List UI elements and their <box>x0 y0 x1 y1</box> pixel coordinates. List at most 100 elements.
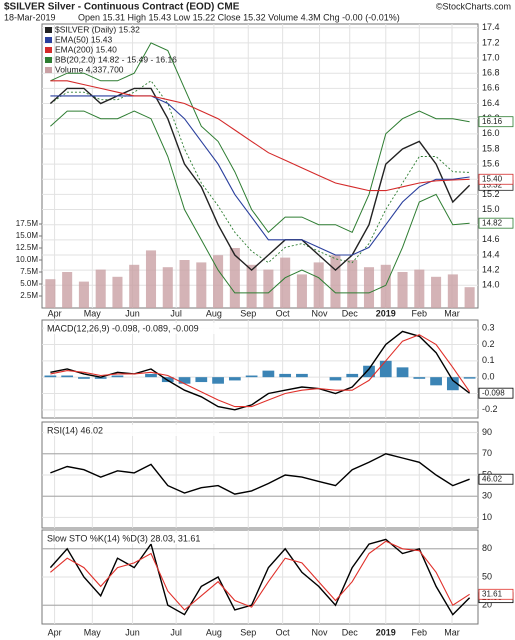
volume-bar <box>78 281 89 308</box>
x-tick-label: May <box>84 627 102 637</box>
volume-bar <box>414 269 425 308</box>
legend-label: Volume 4,337,700 <box>55 64 124 74</box>
y-tick-label: 0.1 <box>482 355 495 365</box>
y-tick-label: 17.2 <box>482 37 500 47</box>
panel-title: RSI(14) 46.02 <box>47 425 103 435</box>
volume-bar <box>431 276 442 308</box>
end-label: -0.098 <box>482 388 505 397</box>
x-tick-label: Mar <box>444 627 460 637</box>
macd-histogram-bar <box>346 373 359 378</box>
volume-bar <box>263 269 274 308</box>
volume-bar <box>179 260 190 308</box>
end-label: 14.82 <box>482 218 503 227</box>
volume-bar <box>145 250 157 308</box>
end-label-box <box>478 173 514 185</box>
indicator-line <box>50 80 470 192</box>
volume-bar <box>246 264 257 308</box>
date: 18-Mar-2019 <box>4 12 56 22</box>
y-tick-label: 0.3 <box>482 323 495 333</box>
x-tick-label: Sep <box>240 627 256 637</box>
volume-tick-label: 17.5M <box>16 219 39 228</box>
x-tick-label: Feb <box>412 308 428 318</box>
x-tick-label: May <box>84 308 102 318</box>
x-tick-label: Sep <box>240 308 256 318</box>
volume-bar <box>112 276 123 308</box>
macd-histogram-bar <box>195 377 208 383</box>
end-label-box <box>478 116 514 128</box>
x-tick-label: Dec <box>342 627 359 637</box>
macd-histogram-bar <box>430 377 442 386</box>
end-label-box <box>478 473 514 485</box>
volume-bar <box>95 269 106 308</box>
macd-histogram-bar <box>413 377 426 379</box>
y-tick-label: 16.8 <box>482 68 500 78</box>
y-tick-label: 16.6 <box>482 83 500 93</box>
y-tick-label: 17.0 <box>482 52 500 62</box>
primary-line <box>49 538 471 616</box>
x-tick-label: Jul <box>170 627 182 637</box>
y-tick-label: 0.2 <box>482 339 495 349</box>
volume-bar <box>397 272 408 308</box>
x-tick-label: Apr <box>48 308 62 318</box>
indicator-line <box>50 95 470 256</box>
volume-tick-label: 2.5M <box>20 291 38 300</box>
y-tick-label: 14.0 <box>482 280 500 290</box>
x-tick-label: Apr <box>48 627 62 637</box>
y-tick-label: 80 <box>482 543 492 553</box>
x-tick-label: Jun <box>125 627 140 637</box>
y-tick-label: 10 <box>482 512 492 522</box>
legend-swatch <box>45 37 52 43</box>
legend-label: EMA(50) 15.43 <box>55 34 112 44</box>
volume-tick-label: 10.0M <box>16 255 39 264</box>
y-tick-label: 16.0 <box>482 128 500 138</box>
x-tick-label: Dec <box>342 308 359 318</box>
y-tick-label: 50 <box>482 571 492 581</box>
x-tick-label: 2019 <box>376 627 396 637</box>
volume-tick-label: 15.0M <box>16 231 39 240</box>
macd-histogram-bar <box>296 373 308 378</box>
legend-label: $SILVER (Daily) 15.32 <box>55 24 140 34</box>
macd-histogram-bar <box>446 377 459 391</box>
volume-bar <box>280 257 291 308</box>
macd-histogram-bar <box>363 365 375 378</box>
x-tick-label: Jun <box>125 308 140 318</box>
macd-histogram-bar <box>329 377 342 381</box>
end-label-box <box>478 588 514 600</box>
end-label-box <box>478 387 514 399</box>
macd-histogram-bar <box>396 367 409 378</box>
volume-bar <box>296 274 307 308</box>
bollinger-lower <box>50 110 470 294</box>
legend-swatch <box>45 57 52 63</box>
legend-swatch <box>45 47 52 53</box>
volume-bar <box>380 264 391 308</box>
credit: ©StockCharts.com <box>436 1 511 11</box>
legend-label: EMA(200) 15.40 <box>55 44 117 54</box>
x-tick-label: Nov <box>312 308 329 318</box>
volume-bar <box>129 264 140 308</box>
y-tick-label: 14.4 <box>482 249 500 259</box>
macd-histogram-bar <box>44 375 57 378</box>
primary-line <box>50 330 471 411</box>
macd-histogram-bar <box>94 377 107 379</box>
macd-histogram-bar <box>228 377 241 381</box>
end-label: 15.32 <box>482 180 503 189</box>
macd-histogram-bar <box>463 377 476 379</box>
primary-line <box>50 453 470 495</box>
indicator-line <box>50 334 471 408</box>
volume-bar <box>464 287 475 308</box>
volume-bar <box>229 248 240 308</box>
y-tick-label: 15.6 <box>482 158 500 168</box>
x-tick-label: Aug <box>206 308 222 318</box>
macd-histogram-bar <box>178 377 191 384</box>
legend-label: BB(20,2.0) 14.82 - 15.49 - 16.16 <box>55 54 177 64</box>
x-tick-label: Nov <box>312 627 329 637</box>
x-tick-label: Oct <box>276 308 291 318</box>
y-tick-label: 20 <box>482 600 492 610</box>
volume-bar <box>62 272 73 308</box>
volume-tick-label: 5.0M <box>20 279 38 288</box>
macd-histogram-bar <box>245 375 258 378</box>
panel-title-box <box>44 425 219 436</box>
macd-histogram-bar <box>111 375 124 378</box>
panel-title-box <box>44 533 219 544</box>
